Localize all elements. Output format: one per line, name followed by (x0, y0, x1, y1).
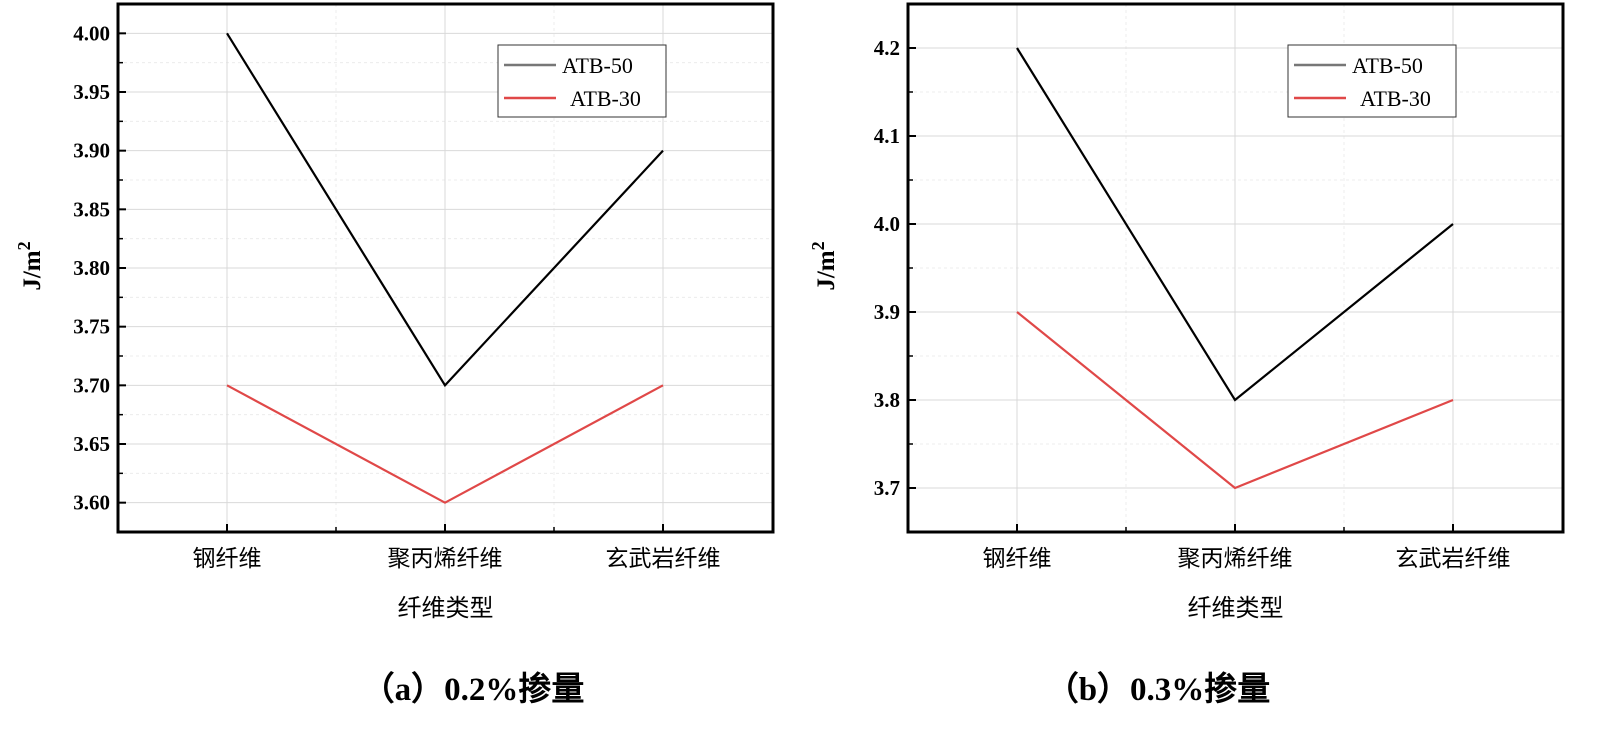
series-line-atb-30 (1016, 311, 1454, 490)
series-line-atb-50 (1016, 47, 1454, 402)
legend-label-atb-30: ATB-30 (570, 86, 641, 111)
legend-label-atb-50: ATB-50 (1352, 53, 1423, 78)
chart-panel-a: 3.60 3.65 3.70 3.75 3.80 3.85 3.90 3.95 4.00 钢纤维 聚… (14, 2, 775, 708)
y-tick-label: 3.70 (73, 373, 110, 397)
x-axis-title: 纤维类型 (398, 594, 494, 622)
y-axis-title-superscript: 2 (808, 241, 828, 250)
y-tick-label: 3.80 (73, 256, 110, 280)
legend-label-atb-30: ATB-30 (1360, 86, 1431, 111)
y-tick-label: 4.1 (874, 124, 900, 148)
legend-box (1287, 44, 1457, 118)
panel-caption: （b）0.3%掺量 (1046, 671, 1271, 708)
series-line-atb-50 (226, 32, 664, 388)
x-tick-label: 聚丙烯纤维 (1178, 546, 1293, 572)
y-tick-label: 3.8 (874, 388, 900, 412)
y-tick-label: 3.95 (73, 80, 110, 104)
x-axis-title: 纤维类型 (1188, 594, 1284, 622)
y-axis-title-superscript: 2 (14, 241, 34, 250)
y-axis-title: J/m2 (14, 241, 46, 290)
y-tick-label: 3.85 (73, 197, 110, 221)
x-tick-label: 玄武岩纤维 (606, 546, 721, 572)
legend: ATB-50 ATB-30 (497, 44, 667, 118)
plot-frame (906, 2, 1565, 534)
panel-caption: （a）0.2%掺量 (362, 671, 585, 708)
y-tick-label: 4.00 (73, 21, 110, 45)
y-tick-label: 3.75 (73, 315, 110, 339)
legend-label-atb-50: ATB-50 (562, 53, 633, 78)
plot-frame (116, 2, 775, 534)
y-tick-label: 3.7 (874, 476, 900, 500)
x-tick-label: 玄武岩纤维 (1396, 546, 1511, 572)
y-axis-title-base: J/m (813, 250, 840, 290)
x-tick-label: 钢纤维 (983, 546, 1052, 572)
x-tick-label: 钢纤维 (193, 546, 262, 572)
y-tick-label: 3.9 (874, 300, 900, 324)
y-axis-title: J/m2 (808, 241, 840, 290)
y-axis-title-base: J/m (19, 250, 46, 290)
y-tick-label: 4.0 (874, 212, 900, 236)
y-tick-label: 3.90 (73, 139, 110, 163)
legend: ATB-50 ATB-30 (1287, 44, 1457, 118)
y-tick-label: 4.2 (874, 36, 900, 60)
y-tick-label: 3.65 (73, 432, 110, 456)
series-line-atb-30 (226, 384, 664, 504)
legend-box (497, 44, 667, 118)
x-tick-label: 聚丙烯纤维 (388, 546, 503, 572)
y-tick-label: 3.60 (73, 491, 110, 515)
